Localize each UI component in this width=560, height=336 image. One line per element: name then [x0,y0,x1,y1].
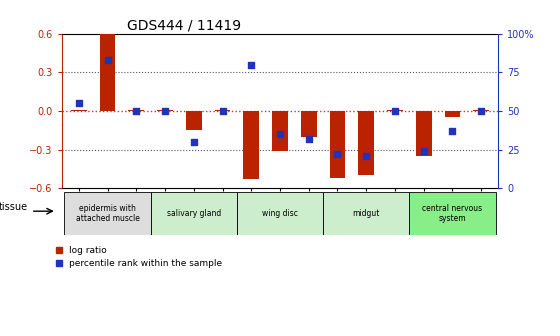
Point [161,108,170,114]
Bar [387,110,403,111]
Text: tissue: tissue [0,202,28,212]
Bar [157,110,173,111]
Point [276,131,284,137]
Point [448,128,457,134]
Bar [301,111,316,137]
Point [333,152,342,157]
Point [477,108,486,114]
Text: epidermis with
attached muscle: epidermis with attached muscle [76,204,139,223]
Bar [272,111,288,151]
Bar [416,111,432,156]
Point [189,139,198,144]
Legend: log ratio, percentile rank within the sample: log ratio, percentile rank within the sa… [55,246,222,268]
Text: midgut: midgut [353,209,380,218]
Point [362,153,371,158]
Bar [151,192,237,235]
Point [419,149,428,154]
Bar [128,110,144,111]
Point [74,100,83,106]
Point [132,108,141,114]
Bar [64,192,151,235]
Bar [409,192,496,235]
Bar [100,34,115,111]
Point [247,62,256,67]
Bar [244,111,259,179]
Bar [473,110,489,111]
Bar [237,192,323,235]
Bar [330,111,346,178]
Point [304,136,313,141]
Text: wing disc: wing disc [262,209,298,218]
Text: GDS444 / 11419: GDS444 / 11419 [127,18,241,33]
Point [103,57,112,62]
Text: central nervous
system: central nervous system [422,204,483,223]
Bar [186,111,202,130]
Bar [71,110,87,111]
Bar [445,111,460,117]
Text: salivary gland: salivary gland [167,209,221,218]
Bar [214,110,230,111]
Point [218,108,227,114]
Point [390,108,399,114]
Bar [358,111,374,175]
Bar [323,192,409,235]
